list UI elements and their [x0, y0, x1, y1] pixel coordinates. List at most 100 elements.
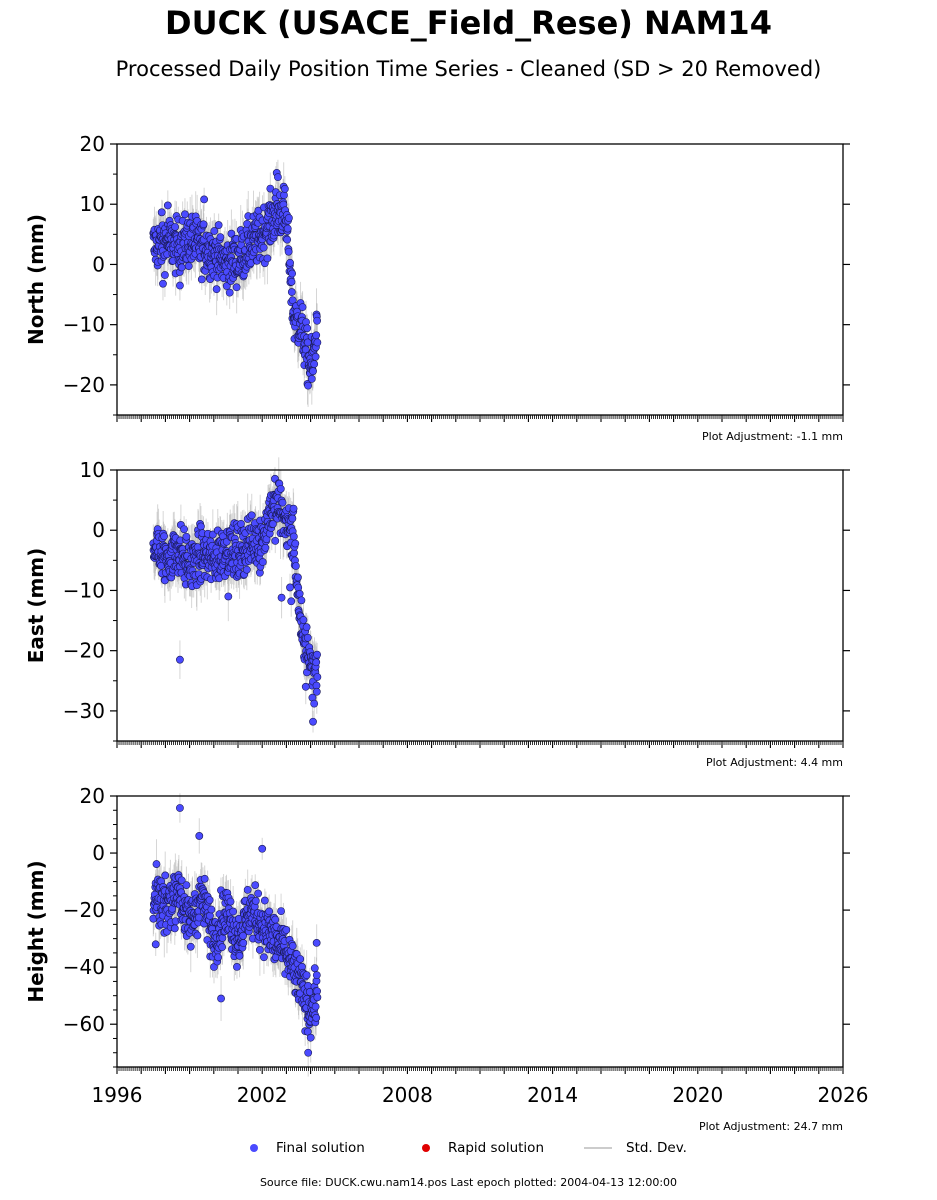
data-point [170, 924, 179, 933]
data-point [232, 283, 241, 292]
data-point [282, 925, 291, 934]
data-point [260, 896, 269, 905]
legend-item-std: Std. Dev. [584, 1138, 687, 1158]
legend-label-std: Std. Dev. [626, 1140, 687, 1156]
rapid-solution-marker-icon [422, 1144, 430, 1152]
x-tick-label: 2026 [818, 1083, 869, 1107]
y-axis-label: Height (mm) [24, 860, 48, 1002]
y-tick-label: 0 [92, 841, 105, 865]
data-point [152, 860, 161, 868]
y-tick-label: 10 [80, 458, 105, 482]
data-point [180, 525, 188, 534]
data-point [304, 381, 312, 390]
data-point [283, 235, 292, 244]
data-point [265, 907, 274, 916]
x-tick-label: 2020 [672, 1083, 723, 1107]
data-point [214, 221, 223, 229]
legend: Final solution Rapid solution Std. Dev. [250, 1138, 710, 1158]
data-point [235, 951, 244, 960]
data-point [226, 897, 235, 906]
data-point [251, 881, 260, 890]
data-point [312, 1013, 321, 1022]
data-point [182, 532, 191, 541]
data-point [161, 271, 169, 279]
data-point [291, 539, 300, 548]
data-point [311, 352, 320, 361]
source-footnote: Source file: DUCK.cwu.nam14.pos Last epo… [259, 1176, 678, 1189]
data-point [288, 942, 297, 950]
data-point [177, 263, 186, 272]
plot-adjustment-label: Plot Adjustment: 24.7 mm [699, 1120, 843, 1133]
data-point [303, 633, 312, 642]
data-point [310, 360, 319, 368]
data-point [312, 939, 321, 947]
y-tick-label: −10 [63, 313, 105, 337]
y-tick-label: −60 [63, 1012, 105, 1036]
data-point [311, 1002, 320, 1011]
data-point [160, 532, 168, 541]
data-point [313, 338, 322, 347]
data-point [278, 498, 287, 507]
data-point [312, 331, 321, 340]
data-point [258, 558, 267, 566]
data-point [283, 224, 292, 233]
data-point [243, 885, 252, 894]
data-point [280, 184, 289, 193]
data-point [301, 682, 310, 691]
chart-title: DUCK (USACE_Field_Rese) NAM14 [165, 4, 772, 42]
data-point [205, 896, 214, 904]
data-point [207, 905, 216, 914]
y-tick-label: −20 [63, 373, 105, 397]
data-point [176, 804, 184, 812]
data-point [313, 673, 322, 681]
panel-1: −20 −10 0 10 20 North (mm) Plot Adjustment: -1… [24, 132, 850, 443]
x-tick-label: 2002 [237, 1083, 288, 1107]
data-point [294, 573, 302, 582]
data-point [254, 889, 263, 898]
panel-3: −60 −40 −20 0 20 1996 2002 2008 2014 2020 2026 Heig… [24, 784, 868, 1133]
legend-label-rapid: Rapid solution [448, 1140, 544, 1156]
data-point [161, 871, 170, 880]
data-point [193, 931, 202, 940]
data-point [289, 504, 298, 513]
data-point [299, 616, 308, 624]
data-point [210, 227, 219, 235]
data-point [229, 907, 238, 916]
data-point [197, 275, 206, 284]
data-point [243, 219, 251, 228]
data-point [271, 915, 280, 924]
data-point [217, 994, 225, 1003]
data-point [214, 953, 222, 962]
final-solution-points [149, 474, 322, 726]
data-point [258, 844, 267, 853]
data-point [289, 532, 298, 541]
data-point [260, 953, 268, 962]
data-point [307, 374, 316, 383]
data-point [295, 589, 304, 598]
data-point [247, 511, 256, 520]
plot-frame [116, 469, 844, 742]
data-point [286, 583, 294, 592]
data-point [212, 285, 221, 294]
std-dev-bars [152, 457, 318, 733]
data-point [157, 208, 166, 217]
data-point [274, 173, 282, 182]
data-point [186, 942, 195, 951]
data-point [200, 874, 209, 883]
data-point [177, 876, 186, 885]
data-point [310, 964, 319, 973]
y-axis-label: East (mm) [24, 548, 48, 664]
plot-adjustment-label: Plot Adjustment: 4.4 mm [706, 756, 843, 769]
data-point [284, 247, 293, 256]
data-point [171, 223, 179, 231]
data-point [184, 262, 193, 270]
data-point [312, 658, 321, 667]
data-point [242, 565, 251, 574]
y-tick-label: −10 [63, 578, 105, 602]
final-solution-marker-icon [250, 1144, 258, 1152]
final-solution-points [149, 169, 322, 390]
data-point [287, 288, 296, 296]
y-axis-label: North (mm) [24, 214, 48, 345]
data-point [163, 201, 172, 210]
